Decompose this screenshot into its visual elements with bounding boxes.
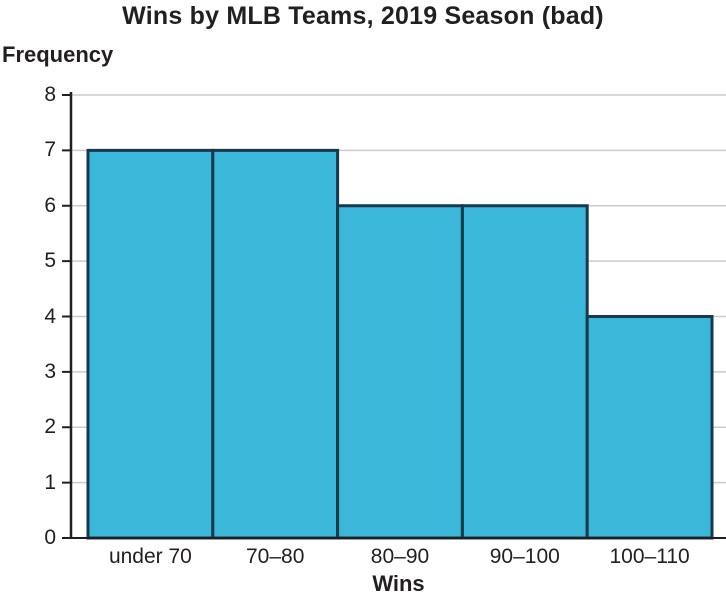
histogram-bar [460,204,589,540]
x-category-label: 70–80 [245,545,305,568]
y-tick-label: 6 [44,193,56,217]
y-axis-label: Frequency [2,42,114,67]
x-category-label: 80–90 [370,545,430,568]
x-category-label: 90–100 [489,545,560,568]
y-tick-label: 7 [44,138,56,162]
y-tick-label: 2 [44,415,56,439]
histogram-bar [211,148,340,540]
y-tick-label: 0 [44,526,56,549]
y-tick-label: 8 [44,83,56,106]
x-axis-label: Wins [372,571,425,596]
y-tick-label: 4 [44,304,56,328]
y-tick-label: 3 [44,359,56,383]
histogram-bar [336,204,464,540]
histogram-bar [585,315,714,540]
y-tick-label: 5 [44,249,56,273]
x-category-label: under 70 [108,545,192,568]
histogram-bar [86,148,215,540]
x-category-label: 100–110 [609,545,690,568]
chart-title: Wins by MLB Teams, 2019 Season (bad) [122,2,604,30]
y-tick-label: 1 [44,470,56,494]
